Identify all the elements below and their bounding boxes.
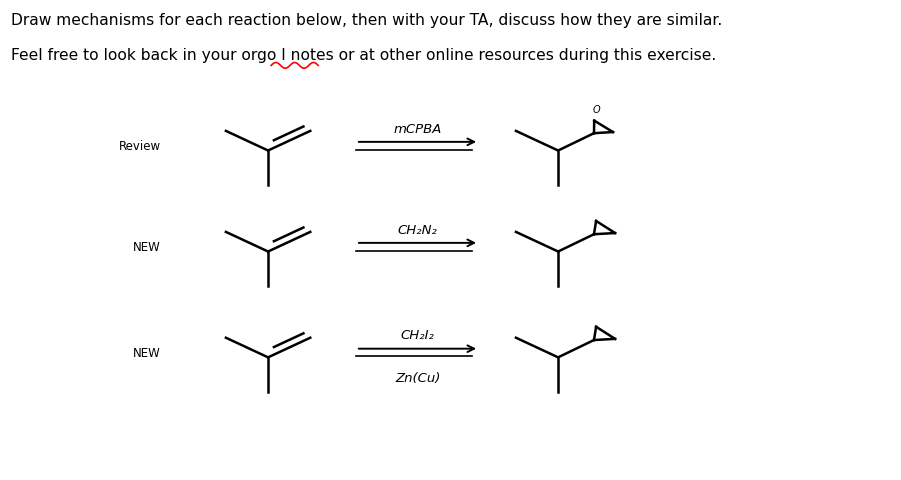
Text: O: O	[593, 105, 601, 115]
Text: Review: Review	[119, 140, 161, 153]
Text: Feel free to look back in your orgo I notes or at other online resources during : Feel free to look back in your orgo I no…	[12, 48, 716, 63]
Text: mCPBA: mCPBA	[394, 122, 441, 135]
Text: NEW: NEW	[133, 346, 161, 360]
Text: NEW: NEW	[133, 240, 161, 254]
Text: CH₂I₂: CH₂I₂	[401, 329, 434, 342]
Text: Zn(Cu): Zn(Cu)	[395, 371, 441, 384]
Text: Draw mechanisms for each reaction below, then with your TA, discuss how they are: Draw mechanisms for each reaction below,…	[12, 13, 723, 28]
Text: CH₂N₂: CH₂N₂	[397, 223, 438, 236]
